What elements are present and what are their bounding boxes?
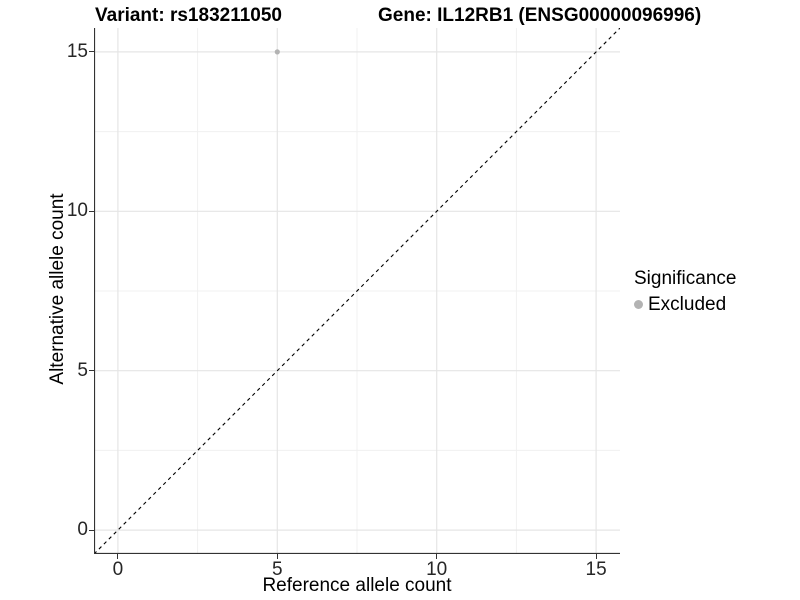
plot-canvas [94,28,620,554]
plot-title-variant: Variant: rs183211050 [95,5,282,26]
plot-title-gene: Gene: IL12RB1 (ENSG00000096996) [378,5,702,26]
x-tick-mark [595,554,597,559]
y-tick-label: 15 [66,40,88,62]
legend-entry-excluded: Excluded [634,294,736,316]
legend-point-icon [634,300,643,310]
legend-entry-label: Excluded [648,293,727,315]
x-tick-label: 0 [112,559,124,580]
y-axis-title: Alternative allele count [47,193,68,385]
legend: Significance Excluded [634,268,736,316]
x-tick-label: 15 [585,559,607,580]
x-tick-mark [276,554,278,559]
legend-title: Significance [634,268,737,289]
x-axis-title: Reference allele count [262,575,452,596]
y-tick-label: 0 [77,519,88,541]
x-tick-mark [117,554,119,559]
x-tick-mark [436,554,438,559]
data-point [274,49,280,55]
plot-panel [94,28,620,554]
identity-dashed-line [94,28,620,554]
